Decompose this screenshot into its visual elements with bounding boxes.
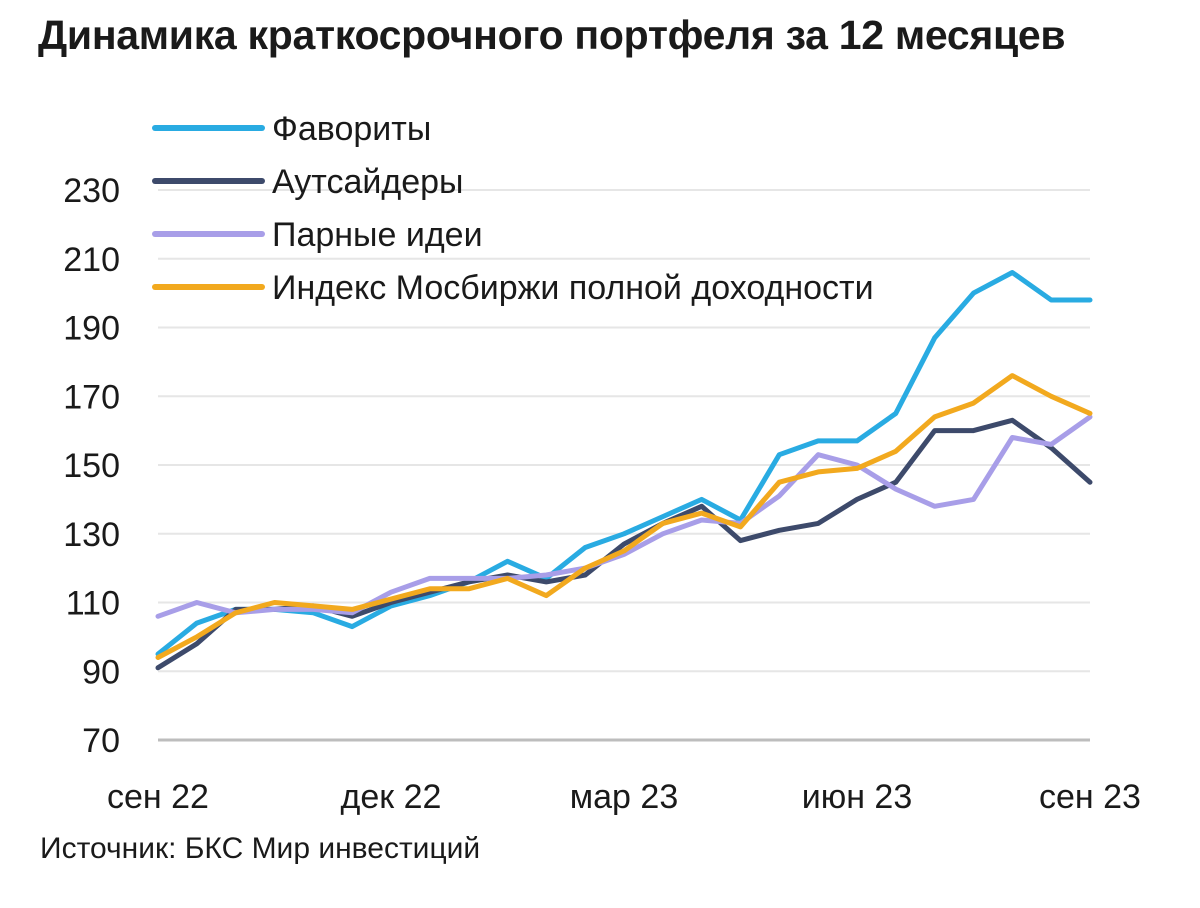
x-tick-label: мар 23: [570, 778, 678, 816]
y-tick-label: 230: [63, 172, 120, 210]
y-tick-label: 190: [63, 310, 120, 348]
legend-label-3: Индекс Мосбиржи полной доходности: [272, 269, 874, 307]
x-tick-label: сен 23: [1039, 778, 1141, 816]
series-lines: [155, 270, 1093, 671]
legend: Фавориты Аутсайдеры Парные идеи Индекс Мосб…: [152, 110, 874, 307]
y-tick-label: 130: [63, 516, 120, 554]
y-tick-label: 170: [63, 378, 120, 416]
series-line-2: [155, 414, 1093, 619]
y-axis-tick-labels: 70 90 110 130 150 170 190 210 230: [63, 172, 120, 760]
x-axis-tick-labels: сен 22 дек 22 мар 23 июн 23 сен 23: [107, 778, 1141, 816]
chart-title: Динамика краткосрочного портфеля за 12 м…: [38, 12, 1066, 58]
source-note: Источник: БКС Мир инвестиций: [40, 832, 481, 865]
series-line-1: [155, 417, 1093, 671]
y-tick-label: 90: [82, 653, 120, 691]
legend-label-0: Фавориты: [272, 110, 431, 148]
y-tick-label: 70: [82, 722, 120, 760]
y-tick-label: 110: [66, 585, 120, 623]
grid-lines: [158, 189, 1090, 742]
y-tick-label: 150: [63, 447, 120, 485]
series-line-0: [155, 270, 1093, 657]
legend-label-2: Парные идеи: [272, 216, 483, 254]
legend-label-1: Аутсайдеры: [272, 163, 463, 201]
y-tick-label: 210: [63, 241, 120, 279]
x-tick-label: дек 22: [341, 778, 442, 816]
x-tick-label: июн 23: [802, 778, 913, 816]
x-tick-label: сен 22: [107, 778, 209, 816]
series-line-3: [155, 373, 1093, 660]
